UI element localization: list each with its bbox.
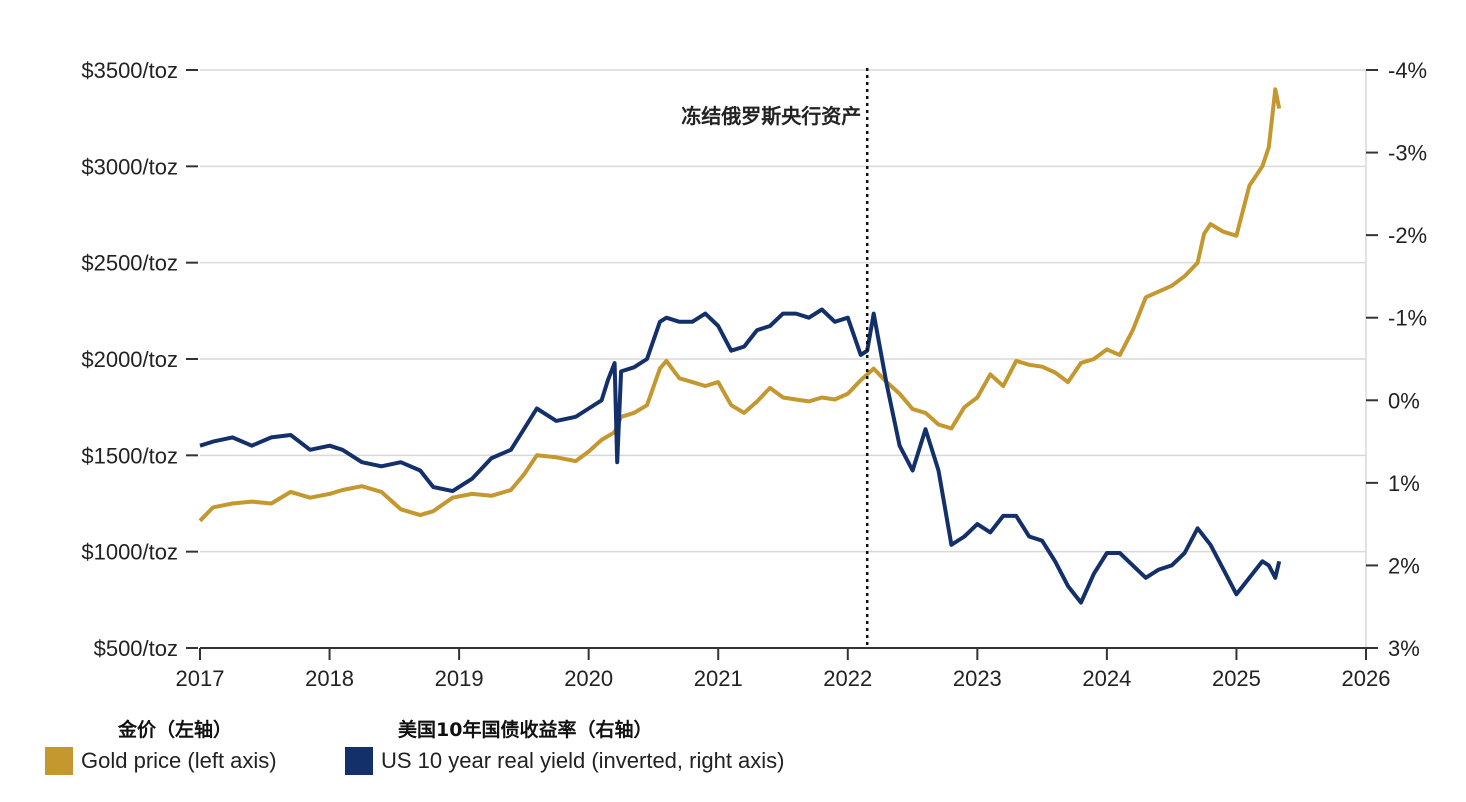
legend-swatch-yield [345, 747, 373, 775]
left-tick-label: $2000/toz [81, 347, 178, 372]
right-tick-label: -4% [1388, 58, 1427, 83]
right-axis: 3% 2% 1% 0% -1% -2% -3% -4% [1366, 58, 1427, 661]
left-axis: $500/toz $1000/toz $1500/toz $2000/toz $2500… [81, 58, 198, 661]
right-tick-label: -2% [1388, 223, 1427, 248]
legend-cn-yield: 美国10年国债收益率（右轴） [398, 719, 653, 741]
left-tick-label: $500/toz [94, 636, 178, 661]
x-tick-label: 2021 [694, 666, 743, 691]
left-tick-label: $3500/toz [81, 58, 178, 83]
legend-cn-gold: 金价（左轴） [118, 719, 233, 741]
right-tick-label: 3% [1388, 636, 1420, 661]
legend-label-gold: Gold price (left axis) [81, 748, 277, 773]
x-tick-label: 2017 [176, 666, 225, 691]
grid [200, 69, 1367, 649]
annotation-label: 冻结俄罗斯央行资产 [681, 104, 861, 128]
left-tick-label: $2500/toz [81, 251, 178, 276]
right-tick-label: 0% [1388, 388, 1420, 413]
right-tick-label: 1% [1388, 471, 1420, 496]
real-yield-line [199, 307, 1282, 605]
right-tick-label: -3% [1388, 141, 1427, 166]
right-tick-label: 2% [1388, 553, 1420, 578]
legend-item-yield: US 10 year real yield (inverted, right a… [345, 747, 785, 775]
annotation: 冻结俄罗斯央行资产 [681, 68, 869, 648]
gold-price-line [198, 87, 1282, 523]
series [198, 87, 1282, 605]
legend-swatch-gold [45, 747, 73, 775]
x-tick-label: 2020 [564, 666, 613, 691]
left-tick-label: $1500/toz [81, 443, 178, 468]
x-tick-label: 2025 [1212, 666, 1261, 691]
x-tick-label: 2023 [953, 666, 1002, 691]
x-tick-label: 2026 [1342, 666, 1391, 691]
legend-item-gold: Gold price (left axis) [45, 747, 277, 775]
x-axis: 2017 2018 2019 2020 2021 2022 2023 2024 2025 2026 [176, 647, 1391, 691]
left-tick-label: $3000/toz [81, 154, 178, 179]
right-tick-label: -1% [1388, 306, 1427, 331]
legend-label-yield: US 10 year real yield (inverted, right a… [381, 748, 785, 773]
chart: $500/toz $1000/toz $1500/toz $2000/toz $2500… [81, 58, 1427, 691]
x-tick-label: 2024 [1082, 666, 1131, 691]
x-tick-label: 2019 [435, 666, 484, 691]
x-tick-label: 2022 [823, 666, 872, 691]
x-tick-label: 2018 [305, 666, 354, 691]
left-tick-label: $1000/toz [81, 540, 178, 565]
